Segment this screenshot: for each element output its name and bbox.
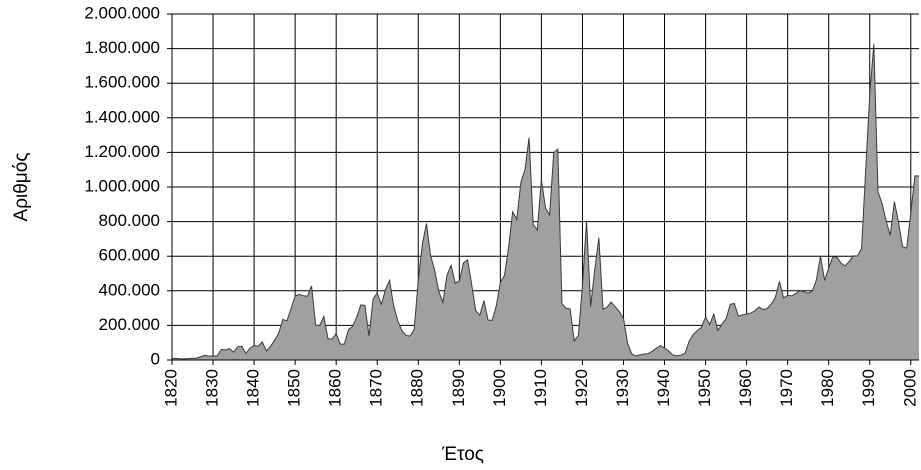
x-tick-label: 1970 xyxy=(777,369,796,407)
y-tick-label: 600.000 xyxy=(99,246,160,265)
x-tick-label: 1890 xyxy=(449,369,468,407)
y-tick-label: 200.000 xyxy=(99,315,160,334)
x-tick-label: 1930 xyxy=(613,369,632,407)
x-tick-label: 1880 xyxy=(408,369,427,407)
x-tick-label: 1850 xyxy=(285,369,304,407)
x-tick-label: 1820 xyxy=(161,369,180,407)
y-tick-label: 1.000.000 xyxy=(84,176,160,195)
x-tick-label: 1900 xyxy=(490,369,509,407)
x-tick-label: 1960 xyxy=(736,369,755,407)
y-tick-label: 800.000 xyxy=(99,211,160,230)
x-tick-label: 1860 xyxy=(326,369,345,407)
y-tick-label: 1.400.000 xyxy=(84,107,160,126)
x-tick-label: 1980 xyxy=(818,369,837,407)
x-tick-label: 1990 xyxy=(859,369,878,407)
x-axis-label: Έτος xyxy=(441,444,484,465)
x-tick-label: 1910 xyxy=(531,369,550,407)
x-tick-label: 1830 xyxy=(203,369,222,407)
x-tick-label: 1920 xyxy=(572,369,591,407)
area-fill xyxy=(172,43,919,361)
y-tick-label: 0 xyxy=(151,349,160,368)
x-tick-label: 1870 xyxy=(367,369,386,407)
x-tick-label: 1950 xyxy=(695,369,714,407)
x-tick-label: 2000 xyxy=(900,369,919,407)
y-axis-label: Αριθμός xyxy=(11,153,32,222)
y-tick-label: 1.200.000 xyxy=(84,142,160,161)
y-tick-label: 1.600.000 xyxy=(84,73,160,92)
x-tick-label: 1840 xyxy=(244,369,263,407)
area-line xyxy=(171,43,920,360)
y-tick-label: 400.000 xyxy=(99,280,160,299)
y-tick-label: 1.800.000 xyxy=(84,38,160,57)
y-tick-label: 2.000.000 xyxy=(84,3,160,22)
x-tick-label: 1940 xyxy=(654,369,673,407)
